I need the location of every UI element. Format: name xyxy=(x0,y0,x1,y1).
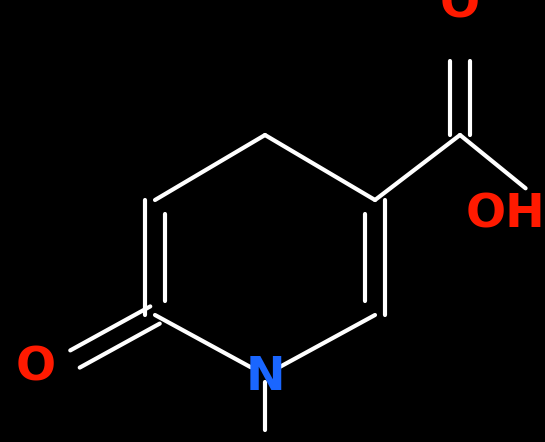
Text: N: N xyxy=(245,355,285,400)
Text: OH: OH xyxy=(465,193,545,237)
Text: O: O xyxy=(440,0,480,28)
Text: O: O xyxy=(16,346,56,390)
